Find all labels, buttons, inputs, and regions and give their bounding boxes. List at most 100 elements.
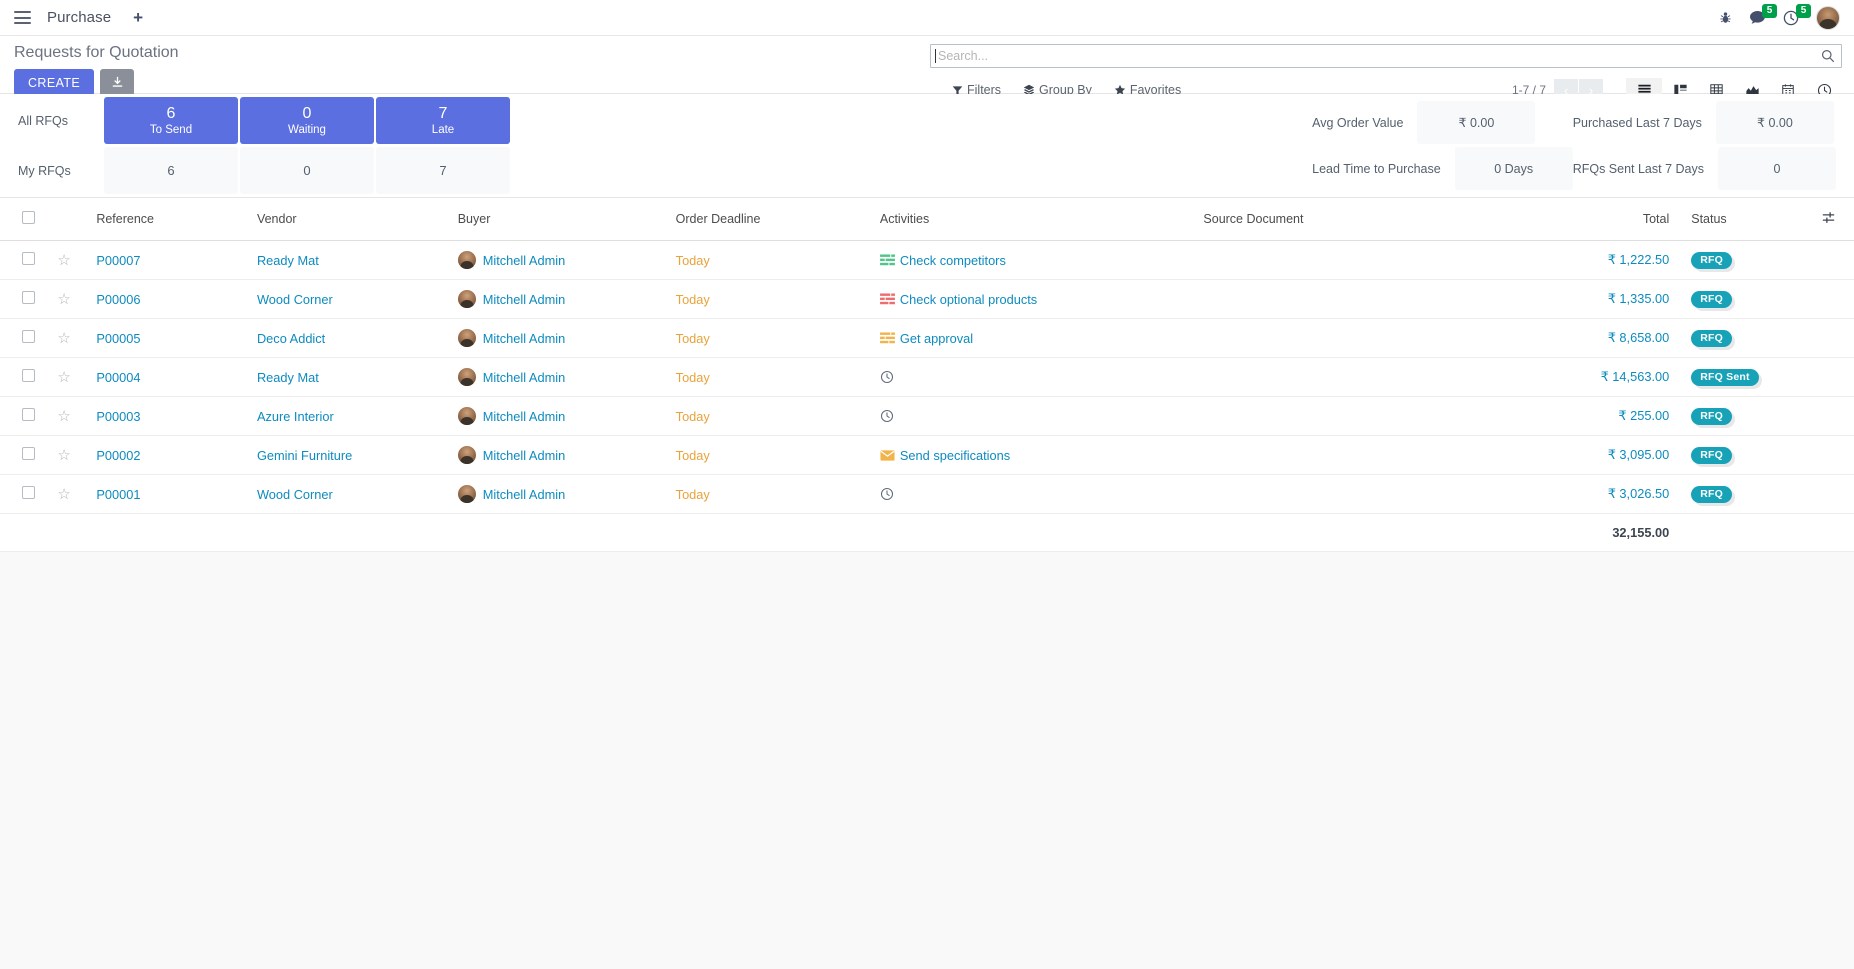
header-vendor[interactable]: Vendor	[248, 198, 450, 241]
cell-buyer[interactable]: Mitchell Admin	[449, 396, 668, 436]
hamburger-icon[interactable]	[14, 11, 31, 24]
search-bar[interactable]	[930, 44, 1842, 68]
favorite-star-icon[interactable]: ☆	[57, 290, 71, 308]
favorite-star-icon[interactable]: ☆	[57, 251, 71, 269]
cell-activities[interactable]: Send specifications	[871, 435, 1196, 475]
header-activities[interactable]: Activities	[871, 198, 1196, 241]
search-input[interactable]	[937, 49, 1821, 63]
activity-label[interactable]: Get approval	[899, 330, 974, 346]
favorites-button[interactable]: Favorites	[1114, 83, 1181, 97]
cell-activities[interactable]: Check competitors	[871, 240, 1196, 280]
kpi-value: 0	[302, 104, 312, 122]
cell-reference[interactable]: P00004	[88, 357, 249, 397]
favorite-star-icon[interactable]: ☆	[57, 407, 71, 425]
cell-total: ₹ 14,563.00	[1539, 357, 1678, 397]
table-row[interactable]: ☆ P00001 Wood Corner Mitchell Admin Today ₹ 3…	[0, 474, 1854, 514]
new-tab-plus-icon[interactable]: +	[133, 8, 144, 27]
cell-order-deadline: Today	[667, 357, 872, 397]
buyer-avatar	[457, 368, 476, 386]
cell-reference[interactable]: P00006	[88, 279, 249, 319]
row-checkbox[interactable]	[22, 369, 35, 382]
row-checkbox[interactable]	[22, 252, 35, 265]
cell-vendor[interactable]: Deco Addict	[248, 318, 450, 358]
cell-reference[interactable]: P00001	[88, 474, 249, 514]
cell-activities[interactable]: Check optional products	[871, 279, 1196, 319]
cell-buyer[interactable]: Mitchell Admin	[449, 318, 668, 358]
table-row[interactable]: ☆ P00005 Deco Addict Mitchell Admin Today Get…	[0, 318, 1854, 358]
cell-buyer[interactable]: Mitchell Admin	[449, 435, 668, 475]
create-button[interactable]: CREATE	[14, 69, 95, 96]
cell-status: RFQ	[1677, 279, 1804, 319]
cell-activities[interactable]	[871, 357, 1196, 397]
cell-status: RFQ Sent	[1677, 357, 1804, 397]
kpi-waiting[interactable]: 0 Waiting	[240, 97, 374, 144]
cell-vendor[interactable]: Wood Corner	[248, 279, 450, 319]
cell-vendor[interactable]: Gemini Furniture	[248, 435, 450, 475]
favorite-star-icon[interactable]: ☆	[57, 368, 71, 386]
kpi-to-send[interactable]: 6 To Send	[104, 97, 238, 144]
favorite-star-icon[interactable]: ☆	[57, 485, 71, 503]
header-status[interactable]: Status	[1677, 198, 1804, 241]
group-by-button[interactable]: Group By	[1023, 83, 1092, 97]
kpi-my-waiting[interactable]: 0	[240, 147, 374, 194]
cell-reference[interactable]: P00002	[88, 435, 249, 475]
header-source-document[interactable]: Source Document	[1195, 198, 1540, 241]
table-row[interactable]: ☆ P00003 Azure Interior Mitchell Admin Today…	[0, 396, 1854, 436]
header-reference[interactable]: Reference	[88, 198, 249, 241]
cell-vendor[interactable]: Wood Corner	[248, 474, 450, 514]
kanban-view-button[interactable]	[1662, 78, 1698, 102]
column-options-icon[interactable]	[1822, 212, 1835, 227]
search-icon[interactable]	[1821, 49, 1835, 63]
table-row[interactable]: ☆ P00002 Gemini Furniture Mitchell Admin Tod…	[0, 435, 1854, 475]
cell-buyer[interactable]: Mitchell Admin	[449, 357, 668, 397]
row-favorite-cell: ☆	[49, 396, 89, 436]
favorite-star-icon[interactable]: ☆	[57, 329, 71, 347]
row-checkbox[interactable]	[22, 486, 35, 499]
select-all-header	[0, 198, 50, 241]
select-all-checkbox[interactable]	[22, 211, 35, 224]
cell-reference[interactable]: P00005	[88, 318, 249, 358]
kpi-late[interactable]: 7 Late	[376, 97, 510, 144]
table-row[interactable]: ☆ P00006 Wood Corner Mitchell Admin Today Che…	[0, 279, 1854, 319]
favorite-star-icon[interactable]: ☆	[57, 446, 71, 464]
filters-button[interactable]: Filters	[952, 83, 1001, 97]
total-value: ₹ 14,563.00	[1600, 369, 1670, 384]
cell-activities[interactable]	[871, 474, 1196, 514]
cell-activities[interactable]	[871, 396, 1196, 436]
cell-vendor[interactable]: Ready Mat	[248, 357, 450, 397]
kpi-my-late[interactable]: 7	[376, 147, 510, 194]
activities-clock-icon[interactable]: 5	[1783, 3, 1811, 26]
activity-label[interactable]: Send specifications	[899, 447, 1011, 463]
row-checkbox[interactable]	[22, 291, 35, 304]
header-order-deadline[interactable]: Order Deadline	[667, 198, 872, 241]
table-row[interactable]: ☆ P00004 Ready Mat Mitchell Admin Today ₹ 14,…	[0, 357, 1854, 397]
order-deadline-value: Today	[675, 408, 710, 424]
activity-label[interactable]: Check optional products	[899, 291, 1038, 307]
graph-view-button[interactable]	[1734, 78, 1770, 102]
kpi-my-to-send[interactable]: 6	[104, 147, 238, 194]
app-brand-purchase[interactable]: Purchase	[47, 9, 112, 26]
activity-label[interactable]: Check competitors	[899, 252, 1006, 268]
cell-reference[interactable]: P00007	[88, 240, 249, 280]
header-total[interactable]: Total	[1539, 198, 1678, 241]
cell-vendor[interactable]: Ready Mat	[248, 240, 450, 280]
cell-buyer[interactable]: Mitchell Admin	[449, 474, 668, 514]
user-avatar[interactable]	[1816, 5, 1840, 30]
header-buyer[interactable]: Buyer	[449, 198, 668, 241]
table-row[interactable]: ☆ P00007 Ready Mat Mitchell Admin Today Check…	[0, 240, 1854, 280]
row-checkbox[interactable]	[22, 330, 35, 343]
cell-reference[interactable]: P00003	[88, 396, 249, 436]
messages-icon[interactable]: 5	[1749, 4, 1777, 25]
rfq-table: Reference Vendor Buyer Order Deadline Ac…	[0, 198, 1854, 552]
cell-buyer[interactable]: Mitchell Admin	[449, 279, 668, 319]
row-checkbox[interactable]	[22, 408, 35, 421]
bug-icon[interactable]	[1719, 11, 1732, 25]
row-checkbox[interactable]	[22, 447, 35, 460]
import-button[interactable]	[100, 69, 135, 96]
total-value: ₹ 255.00	[1618, 408, 1670, 423]
table-footer-row: 32,155.00	[0, 513, 1854, 552]
row-favorite-cell: ☆	[49, 279, 89, 319]
cell-buyer[interactable]: Mitchell Admin	[449, 240, 668, 280]
cell-vendor[interactable]: Azure Interior	[248, 396, 450, 436]
cell-activities[interactable]: Get approval	[871, 318, 1196, 358]
